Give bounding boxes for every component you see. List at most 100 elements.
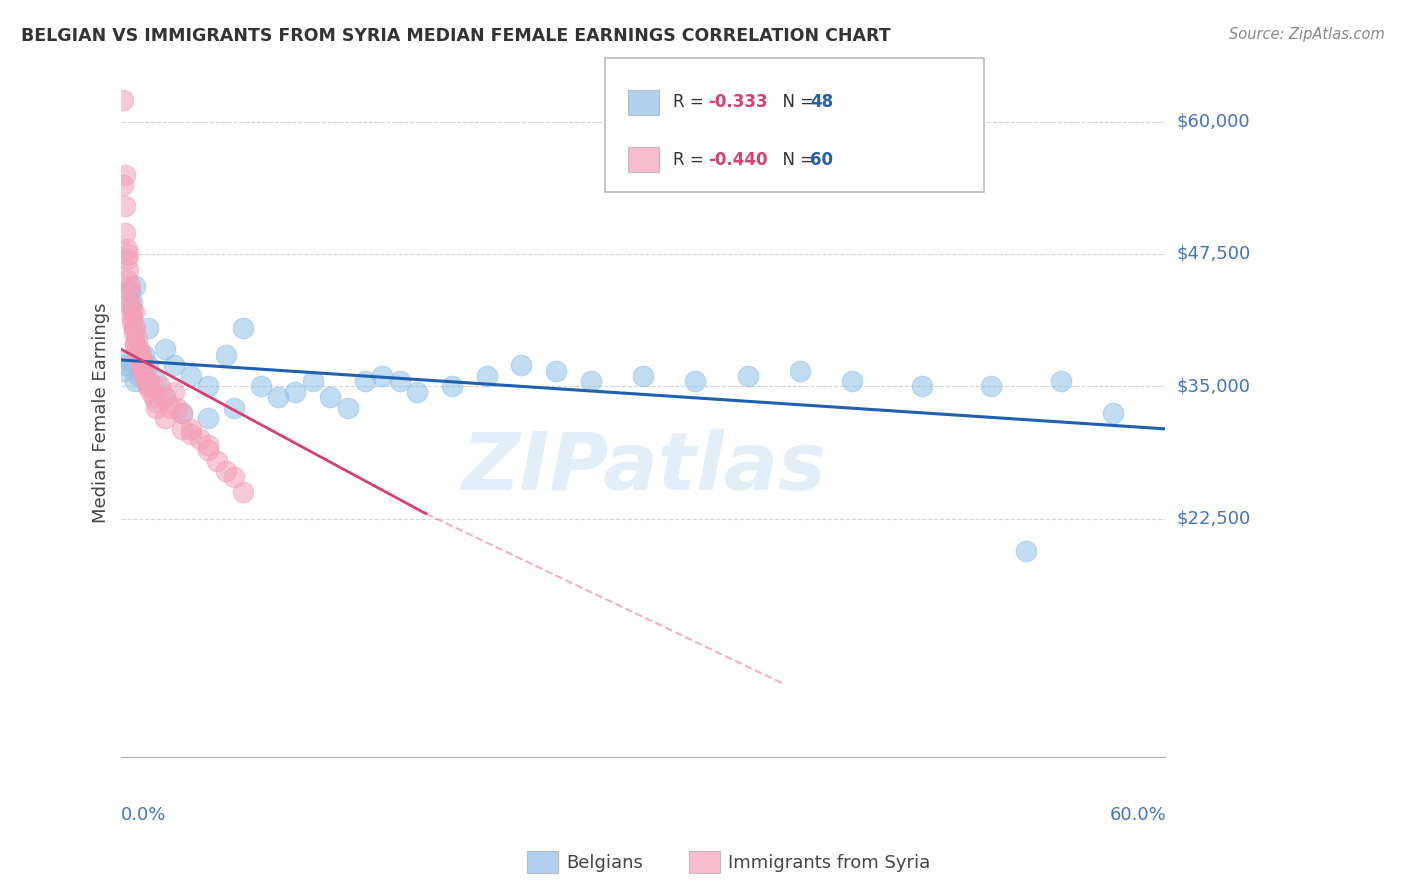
Point (117, 263, 139, 277)
Text: -0.333: -0.333 (709, 94, 768, 112)
Point (153, 411, 176, 425)
Point (132, 358, 155, 372)
Point (371, 368, 394, 383)
Point (142, 379, 165, 393)
Text: N =: N = (772, 151, 820, 169)
Point (121, 305, 143, 319)
Point (841, 374, 863, 388)
Point (117, 247, 139, 261)
Point (162, 384, 184, 399)
Point (145, 395, 167, 409)
Point (131, 353, 153, 368)
Point (153, 390, 176, 404)
Point (132, 348, 155, 362)
Point (188, 433, 211, 447)
Point (131, 353, 153, 368)
Point (122, 321, 145, 335)
Point (162, 358, 184, 372)
Point (1049, 374, 1071, 388)
Point (131, 363, 153, 377)
Point (180, 368, 202, 383)
Point (319, 390, 342, 404)
Point (114, 199, 136, 213)
Point (224, 469, 246, 483)
Point (128, 353, 150, 368)
Y-axis label: Median Female Earnings: Median Female Earnings (93, 302, 110, 524)
Point (153, 390, 176, 404)
Point (136, 321, 159, 335)
Text: 0.0%: 0.0% (121, 805, 166, 823)
Point (354, 374, 377, 388)
Point (197, 438, 219, 452)
Point (145, 374, 167, 388)
Text: 60: 60 (810, 151, 832, 169)
Point (115, 242, 138, 256)
Point (789, 363, 811, 377)
Point (124, 321, 146, 335)
Text: $47,500: $47,500 (1177, 245, 1250, 263)
Point (579, 374, 602, 388)
Point (1102, 406, 1125, 420)
Text: $35,000: $35,000 (1177, 377, 1250, 395)
Point (249, 379, 271, 393)
Point (475, 368, 498, 383)
Point (205, 453, 228, 467)
Point (546, 363, 568, 377)
Point (388, 374, 411, 388)
Point (159, 401, 181, 415)
Point (910, 379, 932, 393)
Point (737, 368, 759, 383)
Point (143, 390, 166, 404)
Point (172, 406, 194, 420)
Point (115, 252, 138, 267)
Point (120, 294, 142, 309)
Point (197, 379, 219, 393)
Point (120, 300, 142, 314)
Point (122, 305, 145, 319)
Point (127, 348, 149, 362)
Point (114, 226, 136, 240)
Point (114, 168, 136, 182)
Text: -0.440: -0.440 (709, 151, 768, 169)
Point (301, 374, 323, 388)
Point (1015, 543, 1038, 558)
Point (124, 337, 146, 351)
Point (166, 401, 188, 415)
Point (112, 363, 135, 377)
Point (127, 343, 149, 357)
Text: $60,000: $60,000 (1177, 112, 1250, 130)
Point (180, 427, 202, 442)
Text: N =: N = (772, 94, 820, 112)
Point (136, 358, 159, 372)
Text: 60.0%: 60.0% (1109, 805, 1166, 823)
Point (127, 332, 149, 346)
Text: Belgians: Belgians (567, 854, 644, 871)
Point (406, 384, 429, 399)
Point (215, 464, 238, 478)
Point (510, 358, 533, 372)
Point (121, 316, 143, 330)
Text: $22,500: $22,500 (1177, 510, 1250, 528)
Point (117, 353, 139, 368)
Point (129, 358, 152, 372)
Text: 48: 48 (810, 94, 832, 112)
Point (136, 379, 159, 393)
Point (121, 294, 143, 309)
Point (120, 278, 142, 293)
Point (172, 422, 194, 436)
Text: ZIPatlas: ZIPatlas (461, 429, 825, 507)
Point (122, 326, 145, 341)
Point (115, 273, 138, 287)
Point (117, 284, 139, 298)
Point (114, 358, 136, 372)
Text: R =: R = (673, 151, 710, 169)
Point (336, 401, 359, 415)
Point (284, 384, 307, 399)
Point (138, 374, 160, 388)
Point (224, 401, 246, 415)
Text: BELGIAN VS IMMIGRANTS FROM SYRIA MEDIAN FEMALE EARNINGS CORRELATION CHART: BELGIAN VS IMMIGRANTS FROM SYRIA MEDIAN … (21, 27, 891, 45)
Point (112, 93, 135, 107)
Point (980, 379, 1002, 393)
Point (120, 284, 142, 298)
Point (440, 379, 463, 393)
